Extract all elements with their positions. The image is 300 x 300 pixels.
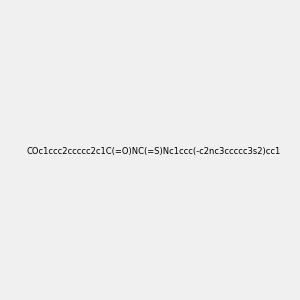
Text: COc1ccc2ccccc2c1C(=O)NC(=S)Nc1ccc(-c2nc3ccccc3s2)cc1: COc1ccc2ccccc2c1C(=O)NC(=S)Nc1ccc(-c2nc3…	[27, 147, 281, 156]
